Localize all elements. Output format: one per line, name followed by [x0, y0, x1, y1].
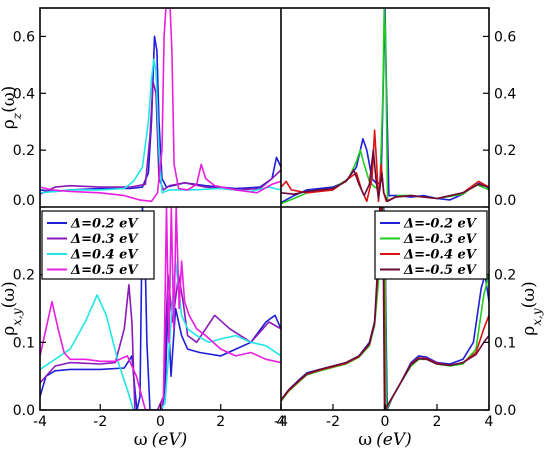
x-axis-label-argument: (eV) [152, 430, 188, 450]
y-tick-label: 0.2 [13, 268, 35, 284]
series-group [40, 8, 281, 203]
y-tick-label: 0.0 [494, 193, 516, 209]
panel-top-left: 0.0 0.2 0.4 0.6 ρz(ω) [0, 8, 281, 209]
y-tick-label: 0.0 [13, 193, 35, 209]
series-line-top-left-1 [40, 35, 281, 193]
series-line-top-left-4 [40, 8, 281, 203]
y-axis-label-argument: (ω) [0, 281, 19, 308]
legend-entry: Δ=0.2 eV [70, 217, 139, 232]
series-line-top-right-2 [281, 8, 489, 205]
x-tick-label: 4 [277, 414, 286, 430]
y-axis-label-argument: (ω) [0, 86, 19, 113]
x-axis-label-symbol: ω [134, 430, 148, 450]
panel-bottom-left: 0.00.10.2-4 -2 0 2 4ω (eV)ρx,y(ω)Δ=0.2 eVΔ=0.… [0, 207, 286, 450]
x-tick-label: 0 [381, 414, 390, 430]
figure-frame [39, 7, 490, 411]
panel-top-right: 0.0 0.2 0.4 0.6 [281, 8, 516, 209]
series-line-top-right-4 [281, 149, 489, 203]
y-tick-label: 0.1 [494, 335, 516, 351]
y-tick-label: 0.0 [494, 403, 516, 419]
y-tick-label: 0.1 [13, 335, 35, 351]
legend-entry: Δ=-0.5 eV [403, 263, 478, 278]
panels-layer: 0.00.20.40.6ρz(ω)0.00.20.40.60.00.10.2-4… [0, 8, 544, 450]
x-tick-label: -2 [93, 414, 107, 430]
x-axis-label: ω (eV) [134, 430, 187, 450]
x-axis-label-symbol: ω [358, 430, 372, 450]
y-axis-label-argument: (ω) [519, 281, 539, 308]
y-axis-label: ρx,y(ω) [0, 281, 24, 336]
x-tick-label: 4 [485, 414, 494, 430]
y-tick-label: 0.2 [494, 143, 516, 159]
x-tick-label: -4 [33, 414, 47, 430]
legend-entry: Δ=-0.3 eV [403, 232, 478, 247]
legend: Δ=-0.2 eVΔ=-0.3 eVΔ=-0.4 eVΔ=-0.5 eV [374, 210, 488, 280]
legend-entry: Δ=0.3 eV [70, 232, 139, 247]
y-tick-label: 0.4 [13, 86, 35, 102]
legend-entry: Δ=-0.4 eV [403, 248, 478, 263]
legend-entry: Δ=-0.2 eV [403, 217, 478, 232]
x-tick-label: -4 [274, 414, 288, 430]
legend-entry: Δ=0.4 eV [70, 248, 139, 263]
series-line-bottom-left-3 [40, 260, 281, 410]
x-tick-label: 2 [433, 414, 442, 430]
y-axis-label: ρz(ω) [0, 86, 24, 129]
legend-entry: Δ=0.5 eV [70, 263, 139, 278]
y-tick-label: 0.6 [494, 29, 516, 45]
y-axis-label-symbol: ρ [519, 326, 539, 336]
series-group [40, 207, 281, 410]
x-tick-label: -2 [326, 414, 340, 430]
y-tick-label: 0.0 [13, 403, 35, 419]
x-tick-label: 2 [216, 414, 225, 430]
y-axis-label-subscript: x,y [530, 308, 544, 326]
y-axis-label-subscript: x,y [10, 308, 24, 326]
series-line-bottom-left-2 [40, 273, 281, 410]
series-line-bottom-left-1 [40, 207, 281, 410]
y-tick-label: 0.4 [494, 86, 516, 102]
y-axis-label-symbol: ρ [0, 119, 19, 129]
y-axis-label-symbol: ρ [0, 326, 19, 336]
x-axis-label: ω (eV) [358, 430, 411, 450]
panel-bottom-right: 0.00.10.2-4 -2 0 2 4ω (eV)ρx,y(ω)Δ=-0.2 eVΔ=-… [274, 207, 544, 450]
x-axis-label-argument: (eV) [376, 430, 412, 450]
series-line-bottom-left-4 [40, 207, 281, 410]
y-tick-label: 0.2 [13, 143, 35, 159]
series-group [281, 8, 489, 205]
series-line-top-left-3 [40, 58, 281, 194]
legend: Δ=0.2 eVΔ=0.3 eVΔ=0.4 eVΔ=0.5 eV [41, 210, 155, 280]
y-tick-label: 0.6 [13, 29, 35, 45]
y-axis-label: ρx,y(ω) [519, 281, 544, 336]
x-tick-label: 0 [156, 414, 165, 430]
y-axis-label-subscript: z [10, 112, 24, 120]
y-tick-label: 0.2 [494, 268, 516, 284]
